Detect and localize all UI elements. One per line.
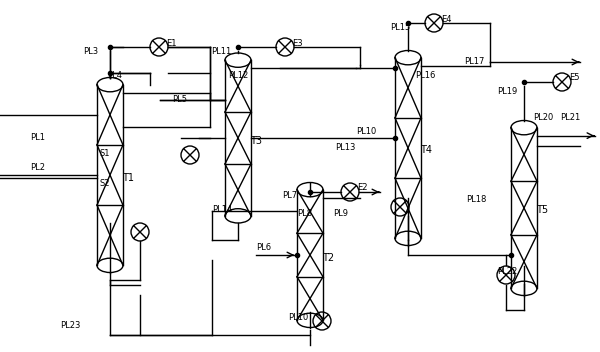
Text: PL22: PL22 — [497, 268, 517, 277]
Text: PL20: PL20 — [533, 113, 553, 122]
Text: PL12: PL12 — [228, 70, 248, 80]
Text: PL10: PL10 — [288, 314, 308, 322]
Text: T4: T4 — [420, 145, 432, 155]
Text: E1: E1 — [166, 38, 176, 48]
Text: PL8: PL8 — [297, 208, 312, 218]
Text: E4: E4 — [441, 14, 452, 24]
Text: E5: E5 — [569, 74, 580, 82]
Text: T5: T5 — [536, 205, 548, 215]
Text: PL23: PL23 — [60, 321, 80, 329]
Text: PL3: PL3 — [83, 48, 98, 57]
Text: PL18: PL18 — [466, 195, 487, 205]
Text: PL14: PL14 — [212, 206, 232, 214]
Text: PL2: PL2 — [30, 163, 45, 172]
Text: PL1: PL1 — [30, 133, 45, 143]
Text: T2: T2 — [322, 253, 334, 263]
Text: E3: E3 — [292, 38, 302, 48]
Text: S1: S1 — [100, 149, 110, 157]
Text: PL19: PL19 — [497, 88, 517, 96]
Text: PL7: PL7 — [282, 191, 297, 201]
Text: PL16: PL16 — [415, 70, 436, 80]
Text: PL4: PL4 — [107, 70, 122, 80]
Text: E2: E2 — [357, 183, 367, 193]
Text: T3: T3 — [250, 136, 262, 146]
Text: PL13: PL13 — [335, 144, 355, 152]
Text: PL6: PL6 — [256, 244, 271, 252]
Text: T1: T1 — [122, 173, 134, 183]
Text: S2: S2 — [100, 178, 110, 188]
Text: PL11: PL11 — [211, 48, 231, 57]
Text: PL5: PL5 — [172, 95, 187, 105]
Text: PL10: PL10 — [356, 126, 376, 136]
Text: PL21: PL21 — [560, 113, 580, 122]
Text: PL9: PL9 — [333, 208, 348, 218]
Text: PL17: PL17 — [464, 57, 484, 67]
Text: PL15: PL15 — [390, 23, 410, 31]
